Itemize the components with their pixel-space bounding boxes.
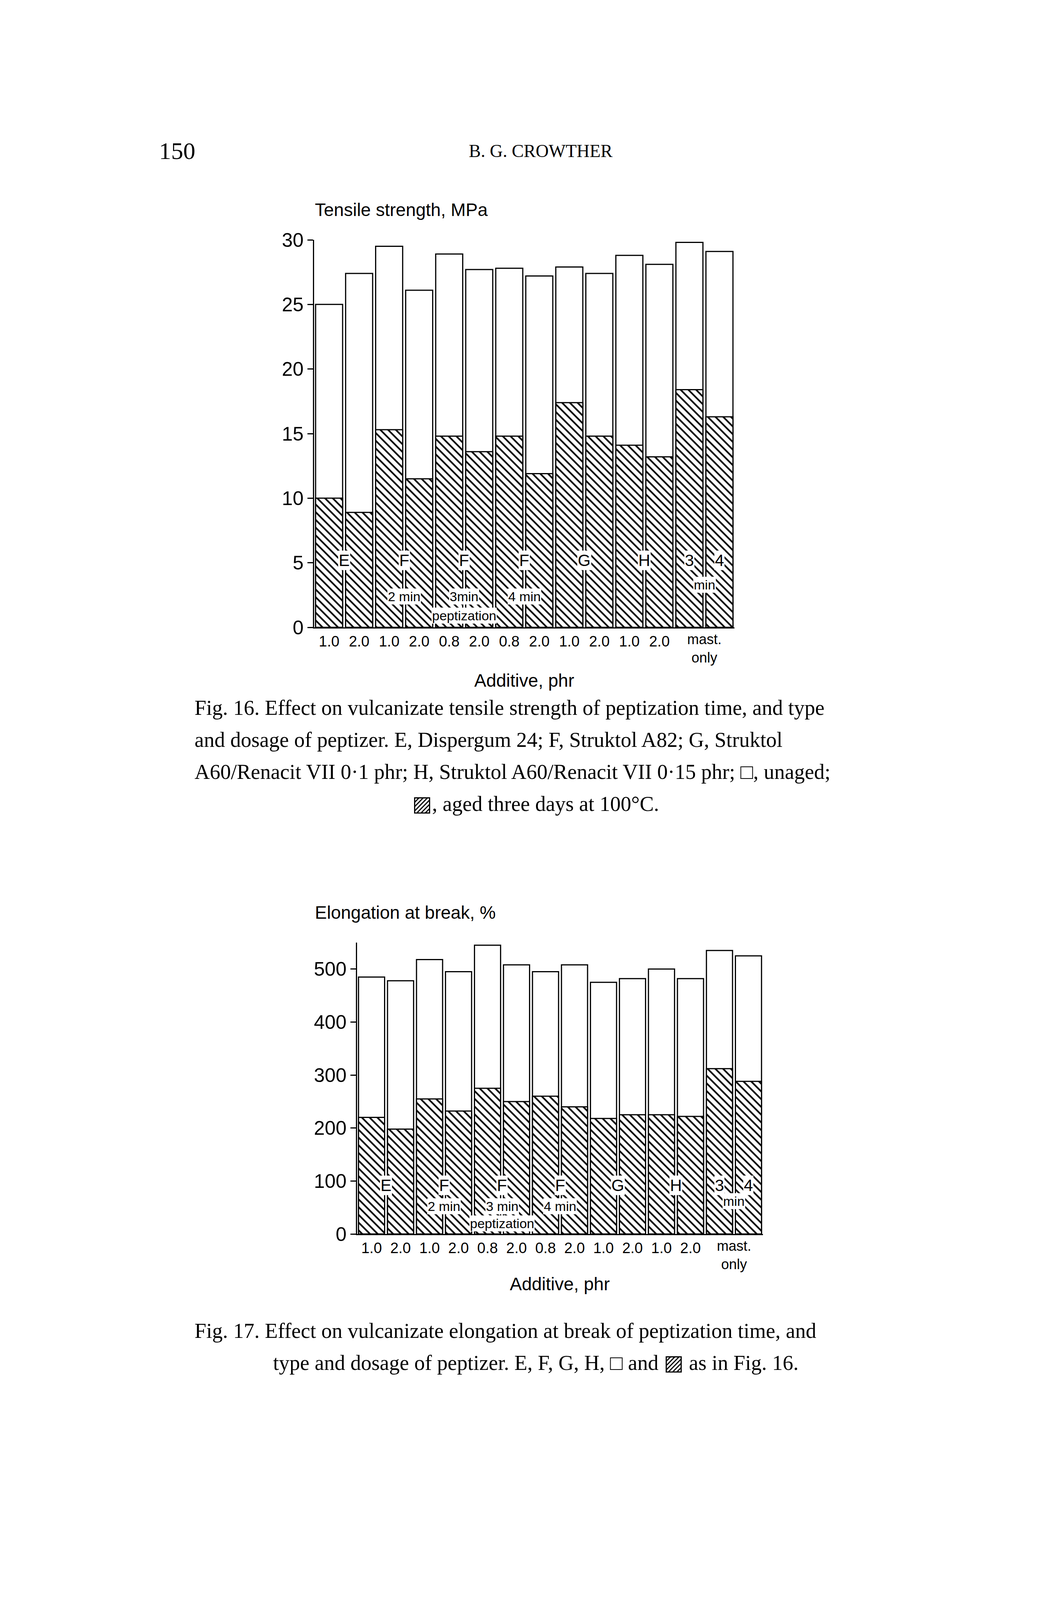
- svg-text:mast.only: mast.only: [716, 1238, 752, 1273]
- svg-text:3 min: 3 min: [485, 1198, 519, 1214]
- svg-text:F: F: [555, 1176, 566, 1195]
- svg-text:400: 400: [314, 1011, 347, 1034]
- svg-text:5: 5: [292, 552, 304, 574]
- svg-text:4: 4: [743, 1176, 753, 1195]
- svg-text:2.0: 2.0: [622, 1239, 644, 1257]
- svg-text:Fig. 17. Effect on vulcanizate: Fig. 17. Effect on vulcanizate elongatio…: [194, 1319, 817, 1343]
- svg-text:type and dosage of peptizer. E: type and dosage of peptizer. E, F, G, H,…: [273, 1351, 799, 1375]
- svg-text:4 min: 4 min: [508, 589, 541, 604]
- svg-text:100: 100: [314, 1170, 347, 1193]
- svg-text:500: 500: [314, 958, 347, 981]
- svg-text:2 min: 2 min: [387, 589, 421, 604]
- svg-text:F: F: [459, 551, 470, 570]
- svg-text:G: G: [611, 1176, 625, 1195]
- svg-text:300: 300: [314, 1064, 347, 1087]
- svg-text:25: 25: [281, 293, 304, 316]
- svg-text:Additive, phr: Additive, phr: [509, 1273, 610, 1295]
- svg-text:3: 3: [714, 1176, 724, 1195]
- svg-text:0.8: 0.8: [498, 633, 520, 650]
- svg-text:E: E: [338, 551, 350, 570]
- svg-text:mast.only: mast.only: [687, 631, 722, 666]
- svg-text:4 min: 4 min: [543, 1198, 577, 1214]
- svg-text:2.0: 2.0: [528, 633, 550, 650]
- svg-text:Tensile strength, MPa: Tensile strength, MPa: [314, 199, 488, 220]
- svg-text:B. G. CROWTHER: B. G. CROWTHER: [468, 141, 613, 161]
- svg-text:F: F: [439, 1176, 450, 1195]
- svg-text:200: 200: [314, 1117, 347, 1140]
- svg-text:20: 20: [281, 358, 304, 381]
- svg-text:1.0: 1.0: [559, 633, 580, 650]
- svg-text:3min: 3min: [449, 589, 479, 604]
- svg-text:2.0: 2.0: [448, 1239, 469, 1257]
- svg-text:F: F: [519, 551, 530, 570]
- svg-text:2.0: 2.0: [589, 633, 610, 650]
- svg-text:peptization: peptization: [432, 608, 497, 624]
- svg-text:0: 0: [335, 1223, 347, 1246]
- svg-text:0.8: 0.8: [535, 1239, 556, 1257]
- svg-text:2.0: 2.0: [564, 1239, 585, 1257]
- svg-text:1.0: 1.0: [651, 1239, 672, 1257]
- svg-text:E: E: [380, 1176, 392, 1195]
- svg-text:0.8: 0.8: [477, 1239, 499, 1257]
- svg-text:2 min: 2 min: [427, 1198, 461, 1214]
- svg-text:1.0: 1.0: [593, 1239, 614, 1257]
- svg-text:Elongation at break, %: Elongation at break, %: [314, 902, 496, 923]
- svg-text:and dosage of peptizer. E, Dis: and dosage of peptizer. E, Dispergum 24;…: [194, 728, 783, 752]
- svg-text:2.0: 2.0: [348, 633, 370, 650]
- svg-text:2.0: 2.0: [409, 633, 430, 650]
- svg-text:H: H: [638, 551, 651, 570]
- svg-text:Additive, phr: Additive, phr: [474, 670, 575, 691]
- svg-text:min: min: [693, 577, 716, 593]
- svg-text:A60/Renacit VII 0·1 phr; H, St: A60/Renacit VII 0·1 phr; H, Struktol A60…: [194, 760, 831, 784]
- svg-text:F: F: [496, 1176, 508, 1195]
- svg-text:2.0: 2.0: [506, 1239, 528, 1257]
- svg-text:▨, aged three days at 100°C.: ▨, aged three days at 100°C.: [412, 792, 660, 816]
- svg-text:30: 30: [281, 229, 304, 252]
- svg-text:3: 3: [684, 551, 694, 570]
- svg-text:1.0: 1.0: [378, 633, 400, 650]
- svg-text:2.0: 2.0: [468, 633, 490, 650]
- svg-text:F: F: [399, 551, 410, 570]
- svg-text:150: 150: [159, 137, 196, 165]
- svg-text:2.0: 2.0: [680, 1239, 701, 1257]
- svg-text:0: 0: [292, 616, 304, 639]
- svg-text:H: H: [669, 1176, 682, 1195]
- svg-text:min: min: [723, 1193, 745, 1209]
- svg-text:2.0: 2.0: [648, 633, 670, 650]
- svg-text:0.8: 0.8: [438, 633, 460, 650]
- svg-text:1.0: 1.0: [419, 1239, 440, 1257]
- svg-text:1.0: 1.0: [361, 1239, 383, 1257]
- svg-text:15: 15: [281, 423, 304, 445]
- svg-text:1.0: 1.0: [318, 633, 340, 650]
- svg-text:G: G: [577, 551, 591, 570]
- svg-text:2.0: 2.0: [390, 1239, 411, 1257]
- svg-text:4: 4: [714, 551, 724, 570]
- svg-text:1.0: 1.0: [619, 633, 640, 650]
- svg-text:peptization: peptization: [469, 1216, 535, 1231]
- svg-text:10: 10: [281, 487, 304, 510]
- svg-text:Fig. 16. Effect on vulcanizate: Fig. 16. Effect on vulcanizate tensile s…: [194, 696, 825, 720]
